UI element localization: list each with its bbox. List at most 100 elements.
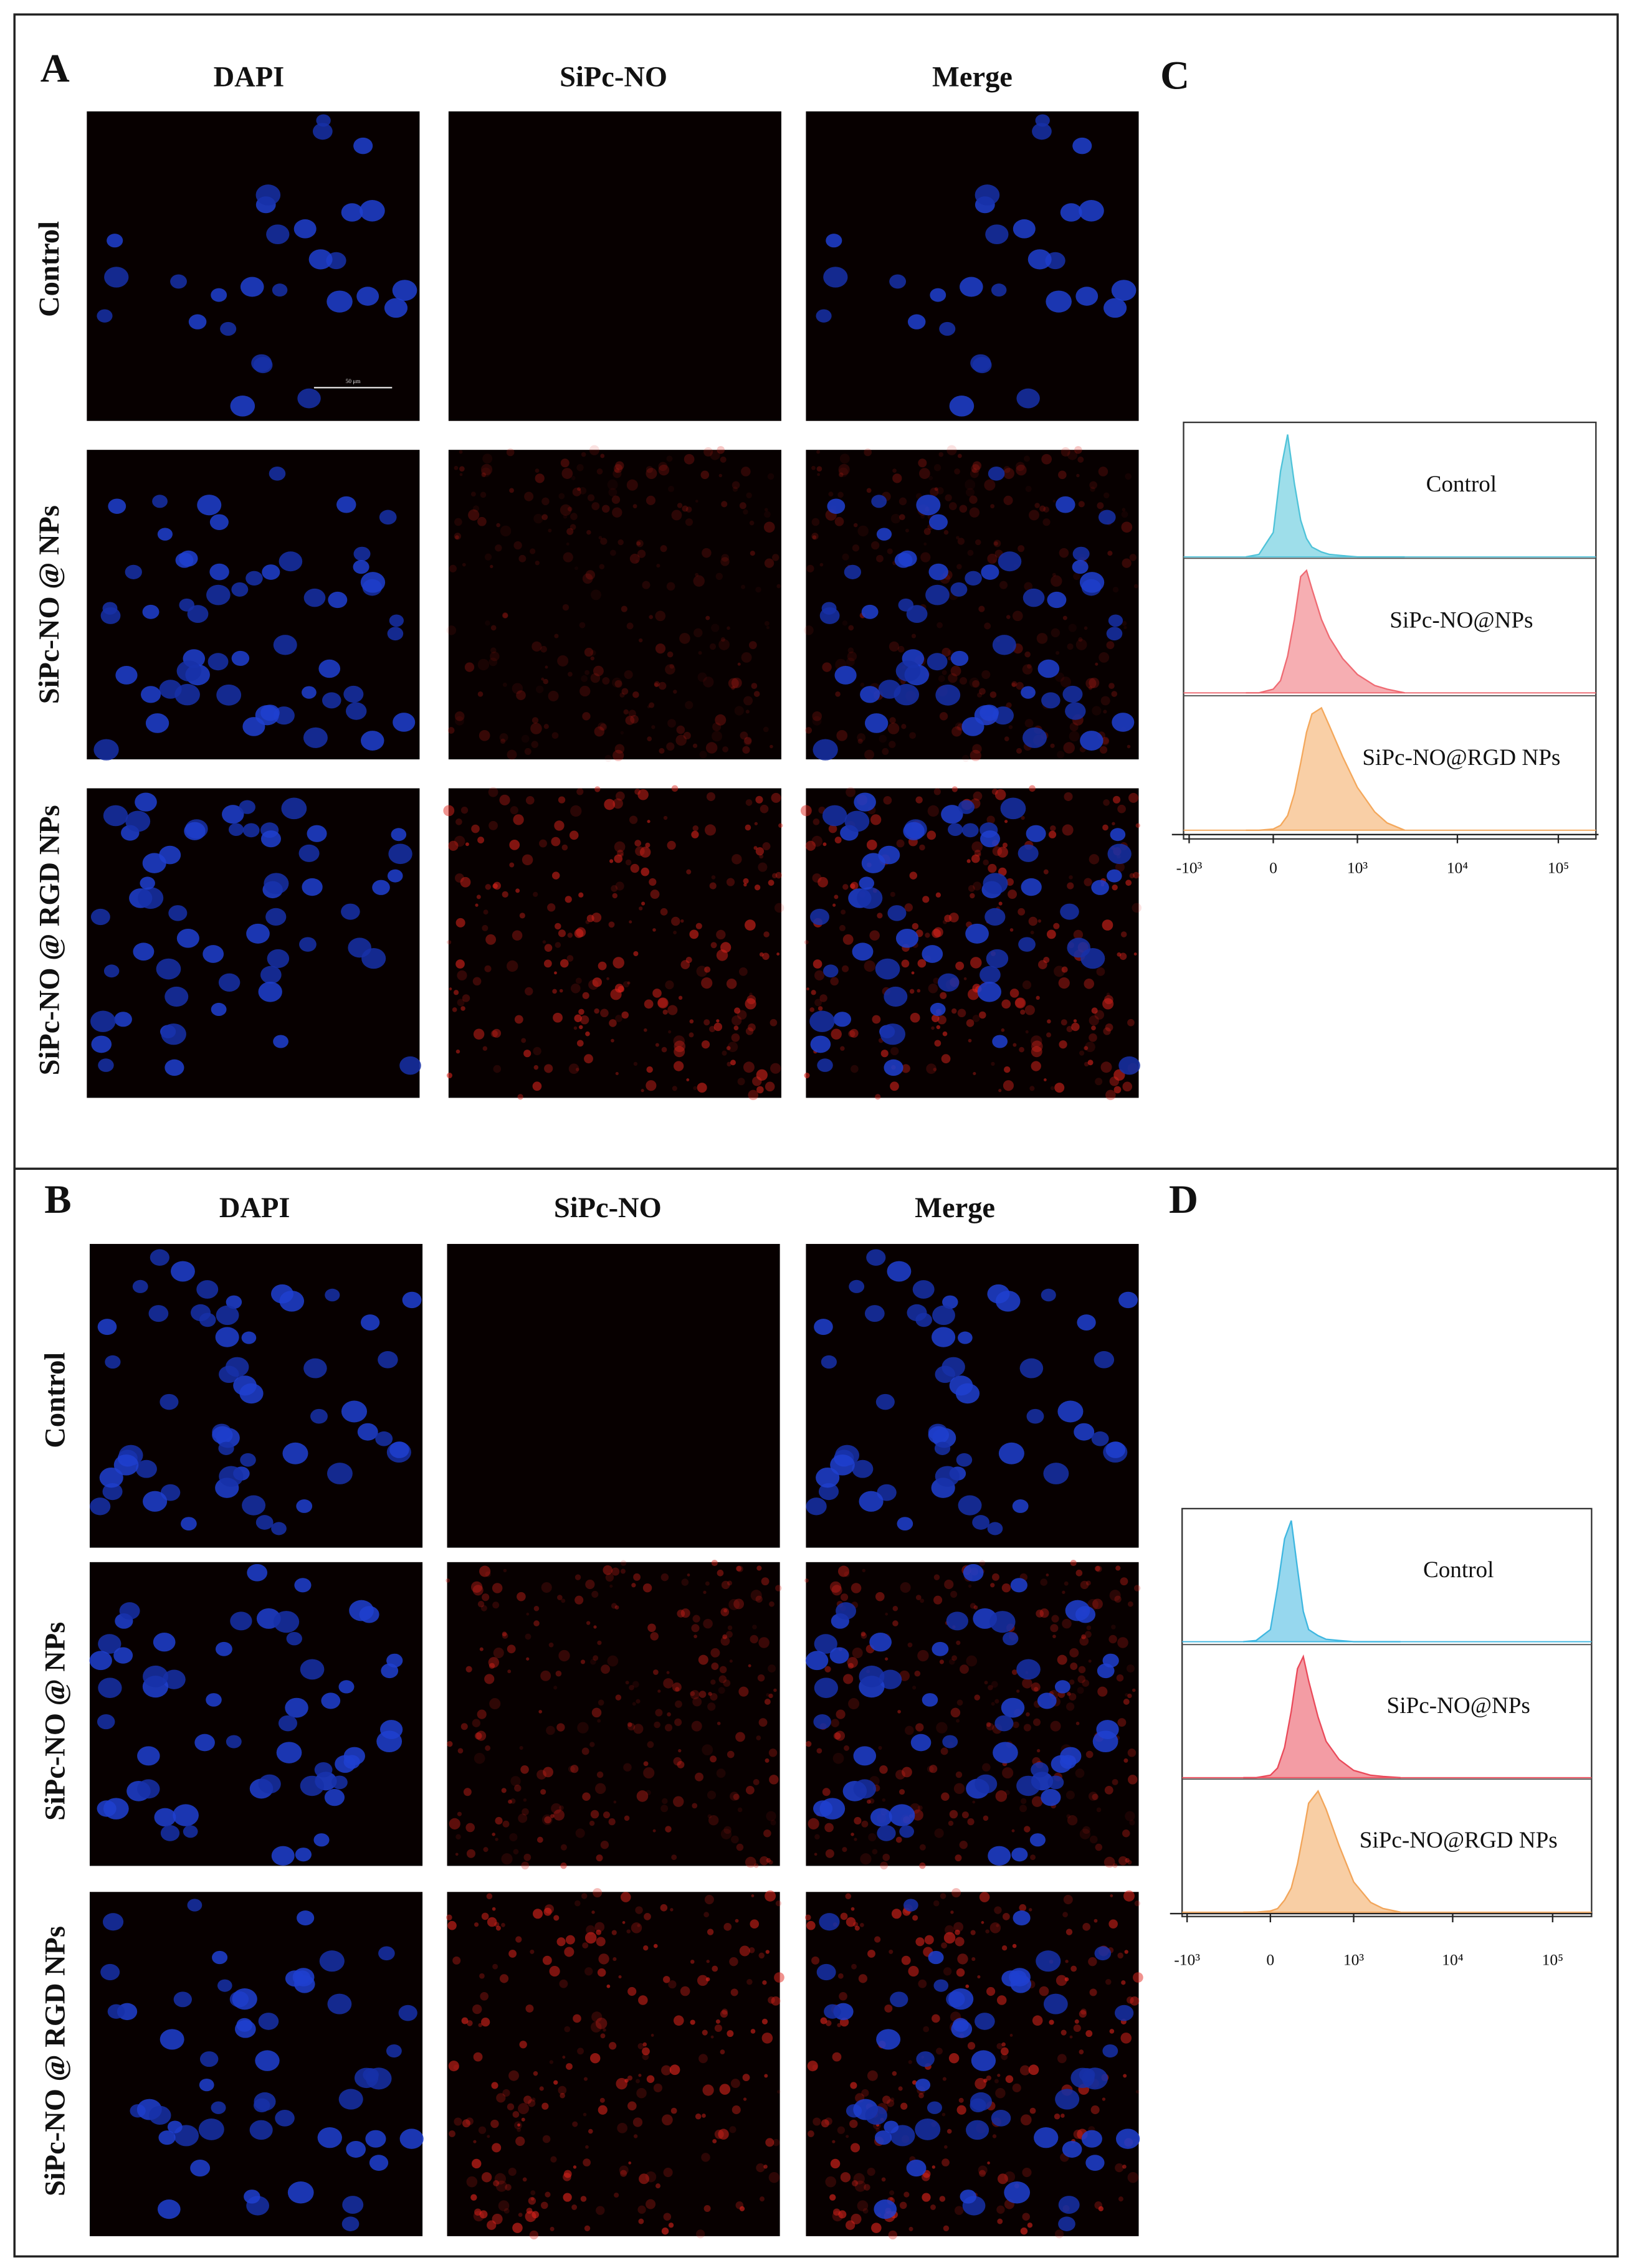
nucleus bbox=[903, 822, 925, 840]
red-signal bbox=[487, 1917, 497, 1927]
red-signal bbox=[950, 1590, 958, 1598]
nucleus bbox=[1032, 123, 1052, 140]
red-signal bbox=[1105, 1089, 1116, 1101]
nucleus bbox=[1000, 797, 1026, 820]
red-signal bbox=[690, 1690, 700, 1700]
red-signal bbox=[465, 1823, 475, 1833]
red-signal bbox=[848, 625, 854, 631]
red-signal bbox=[971, 464, 980, 473]
red-signal bbox=[559, 1979, 568, 1988]
red-signal bbox=[733, 1598, 745, 1610]
nucleus bbox=[1118, 1056, 1140, 1075]
red-signal bbox=[629, 920, 632, 924]
nucleus bbox=[98, 1058, 114, 1072]
red-signal bbox=[775, 1585, 782, 1592]
red-signal bbox=[561, 468, 573, 479]
red-signal bbox=[447, 940, 452, 945]
red-signal bbox=[991, 789, 998, 795]
nucleus bbox=[1072, 137, 1092, 154]
red-signal bbox=[622, 1921, 626, 1924]
red-signal bbox=[950, 1707, 961, 1718]
red-signal bbox=[617, 539, 624, 546]
red-signal bbox=[1104, 1856, 1115, 1868]
red-signal bbox=[955, 722, 963, 731]
red-signal bbox=[909, 871, 918, 880]
red-signal bbox=[553, 1012, 563, 1023]
red-signal bbox=[563, 2170, 572, 2178]
red-signal bbox=[1123, 1699, 1130, 1705]
red-signal bbox=[910, 1012, 920, 1023]
red-signal bbox=[560, 1844, 567, 1851]
nucleus bbox=[981, 564, 999, 580]
nucleus bbox=[160, 1825, 180, 1841]
red-signal bbox=[1082, 1679, 1090, 1687]
frame-bottom bbox=[13, 1167, 1619, 2258]
red-signal bbox=[590, 656, 594, 661]
red-signal bbox=[954, 2206, 964, 2215]
red-signal bbox=[655, 610, 666, 622]
nucleus bbox=[1075, 1606, 1096, 1623]
red-signal bbox=[707, 1790, 717, 1800]
red-signal bbox=[480, 1605, 487, 1611]
red-signal bbox=[548, 1642, 554, 1648]
nucleus bbox=[1110, 828, 1126, 842]
red-signal bbox=[542, 1955, 552, 1965]
red-signal bbox=[589, 2052, 601, 2064]
red-signal bbox=[897, 645, 905, 653]
red-signal bbox=[997, 2218, 1003, 2224]
red-signal bbox=[1046, 1032, 1051, 1038]
nucleus bbox=[231, 582, 249, 597]
red-signal bbox=[1062, 615, 1067, 620]
red-signal bbox=[543, 959, 552, 968]
red-signal bbox=[535, 561, 540, 566]
red-signal bbox=[530, 548, 536, 554]
x-tick-label: 10³ bbox=[1343, 1951, 1365, 1969]
red-signal bbox=[864, 448, 872, 457]
red-signal bbox=[472, 1585, 484, 1596]
red-signal bbox=[931, 1026, 935, 1030]
red-signal bbox=[1122, 2165, 1127, 2169]
red-signal bbox=[510, 806, 518, 815]
red-signal bbox=[884, 2004, 893, 2013]
nucleus bbox=[153, 1633, 176, 1652]
red-signal bbox=[934, 1828, 944, 1838]
red-signal bbox=[771, 1996, 781, 2006]
nucleus bbox=[236, 2018, 253, 2032]
red-signal bbox=[941, 1792, 950, 1801]
red-signal bbox=[1024, 651, 1031, 658]
nucleus bbox=[992, 1035, 1008, 1048]
red-signal bbox=[496, 2093, 506, 2103]
red-signal bbox=[660, 545, 667, 553]
red-signal bbox=[745, 1027, 754, 1035]
nucleus bbox=[325, 1288, 340, 1302]
red-signal bbox=[1043, 869, 1049, 875]
red-signal bbox=[765, 1758, 770, 1763]
red-signal bbox=[479, 1973, 485, 1979]
red-signal bbox=[1089, 1015, 1099, 1026]
red-signal bbox=[750, 1919, 760, 1929]
red-signal bbox=[939, 2196, 946, 2202]
red-signal bbox=[1003, 468, 1014, 480]
red-signal bbox=[853, 1922, 859, 1927]
red-signal bbox=[603, 1811, 610, 1819]
red-signal bbox=[449, 1818, 460, 1829]
red-signal bbox=[492, 2213, 503, 2224]
red-signal bbox=[636, 2088, 647, 2099]
red-signal bbox=[696, 966, 708, 977]
red-signal bbox=[750, 1635, 758, 1644]
red-signal bbox=[710, 1755, 717, 1763]
red-signal bbox=[462, 562, 466, 567]
red-signal bbox=[560, 1862, 567, 1869]
nucleus bbox=[819, 1913, 840, 1931]
red-signal bbox=[1094, 1010, 1105, 1020]
red-signal bbox=[1127, 744, 1131, 749]
red-signal bbox=[937, 622, 943, 629]
nucleus bbox=[319, 1950, 345, 1972]
red-signal bbox=[1113, 1086, 1122, 1094]
red-signal bbox=[945, 494, 952, 501]
nucleus bbox=[142, 853, 166, 873]
nucleus bbox=[956, 1453, 973, 1467]
red-signal bbox=[1081, 1634, 1086, 1639]
nucleus bbox=[933, 1979, 949, 1992]
red-signal bbox=[990, 1583, 995, 1588]
